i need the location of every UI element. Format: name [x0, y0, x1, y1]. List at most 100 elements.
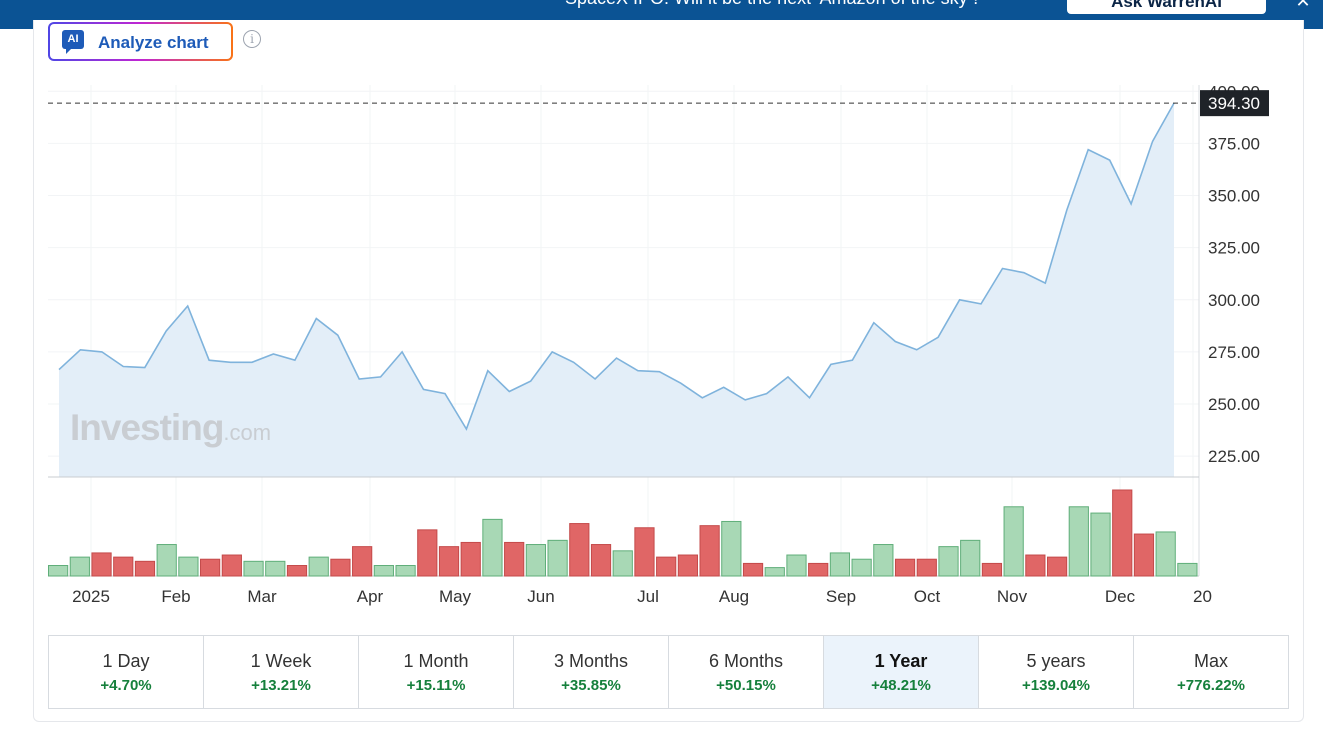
- x-tick-label: Oct: [914, 587, 941, 606]
- volume-bar: [417, 529, 438, 577]
- volume-bar: [286, 565, 308, 577]
- volume-bar: [699, 525, 720, 577]
- period-label: Max: [1193, 651, 1228, 671]
- period-tab[interactable]: 6 Months +50.15%: [669, 636, 824, 708]
- volume-bar: [981, 562, 1003, 577]
- volume-bar: [612, 550, 633, 577]
- period-tab[interactable]: Max +776.22%: [1134, 636, 1288, 708]
- period-selector: 1 Day +4.70% 1 Week +13.21% 1 Month +15.11% 3 …: [48, 635, 1289, 709]
- period-tab[interactable]: 1 Month +15.11%: [359, 636, 514, 708]
- period-tab[interactable]: 5 years +139.04%: [979, 636, 1134, 708]
- volume-bar: [395, 565, 416, 577]
- volume-bar: [851, 558, 872, 577]
- volume-bar: [786, 554, 807, 577]
- close-icon[interactable]: ✕: [1295, 0, 1311, 11]
- volume-bar: [656, 556, 677, 577]
- period-change: +13.21%: [251, 677, 311, 694]
- volume-bar: [504, 541, 525, 577]
- info-icon[interactable]: i: [243, 30, 261, 48]
- analyze-chart-label: Analyze chart: [98, 33, 209, 52]
- volume-bar: [373, 565, 394, 577]
- x-tick-label: Nov: [997, 587, 1028, 606]
- volume-bar: [308, 556, 329, 577]
- volume-bar: [547, 539, 568, 577]
- volume-bar: [808, 562, 829, 577]
- period-change: +139.04%: [1022, 677, 1090, 694]
- volume-bar: [916, 558, 937, 577]
- x-tick-label: Jun: [527, 587, 554, 606]
- volume-bar: [938, 546, 959, 577]
- logo-domain: .com: [223, 420, 272, 445]
- volume-bar: [69, 556, 90, 577]
- y-tick-label: 275.00: [1208, 343, 1260, 362]
- x-tick-label: Feb: [161, 587, 190, 606]
- period-tab[interactable]: 1 Week +13.21%: [204, 636, 359, 708]
- x-tick-label: Mar: [247, 587, 277, 606]
- y-tick-label: 325.00: [1208, 239, 1260, 258]
- volume-bar: [113, 556, 134, 577]
- period-label: 1 Month: [403, 651, 469, 671]
- period-change: +776.22%: [1177, 677, 1245, 694]
- analyze-chart-button[interactable]: AI Analyze chart: [48, 22, 233, 61]
- ai-chat-icon: AI: [62, 30, 84, 54]
- period-label: 1 Day: [102, 651, 150, 671]
- period-label: 6 Months: [708, 651, 784, 671]
- last-price-badge: [1200, 90, 1269, 117]
- volume-bar: [1112, 489, 1133, 577]
- period-label: 5 years: [1026, 651, 1086, 671]
- period-label: 3 Months: [553, 651, 629, 671]
- price-area: [59, 103, 1174, 477]
- y-tick-label: 375.00: [1208, 134, 1260, 153]
- x-tick-label: Sep: [826, 587, 856, 606]
- volume-bar: [1003, 506, 1024, 577]
- volume-bar: [438, 546, 460, 577]
- y-tick-label: 225.00: [1208, 447, 1260, 466]
- volume-bar: [156, 544, 177, 577]
- last-price-label: 394.30: [1208, 94, 1260, 113]
- ask-warrenai-button[interactable]: Ask WarrenAI: [1067, 0, 1266, 14]
- volume-bar: [178, 556, 199, 577]
- y-tick-label: 350.00: [1208, 187, 1260, 206]
- volume-bar: [352, 546, 373, 577]
- period-tab[interactable]: 3 Months +35.85%: [514, 636, 669, 708]
- x-tick-label: 20: [1193, 587, 1212, 606]
- banner-text: SpaceX IPO: Will it be the next 'Amazon …: [565, 0, 981, 9]
- volume-bar: [243, 560, 264, 577]
- price-chart[interactable]: 225.00 250.00 275.00 300.00 325.00 350.00 375.…: [0, 0, 1323, 630]
- period-change: +48.21%: [871, 677, 931, 694]
- x-tick-label: Apr: [357, 587, 384, 606]
- period-tab[interactable]: 1 Day +4.70%: [49, 636, 204, 708]
- x-tick-label: 2025: [72, 587, 110, 606]
- volume-bar: [1090, 512, 1111, 577]
- volume-bar: [829, 552, 851, 577]
- volume-bar: [221, 554, 242, 577]
- volume-bar: [569, 523, 590, 577]
- volume-bar: [590, 544, 612, 577]
- volume-bar: [742, 562, 764, 577]
- x-tick-label: May: [439, 587, 472, 606]
- period-change: +15.11%: [406, 677, 466, 694]
- volume-bar: [48, 565, 69, 577]
- volume-bar: [134, 560, 156, 577]
- volume-bar: [200, 558, 221, 577]
- period-change: +4.70%: [100, 677, 152, 694]
- period-change: +50.15%: [716, 677, 776, 694]
- volume-bar: [1046, 556, 1068, 577]
- x-tick-label: Dec: [1105, 587, 1136, 606]
- volume-bar: [1133, 533, 1155, 577]
- volume-bar: [894, 558, 916, 577]
- x-tick-label: Jul: [637, 587, 659, 606]
- volume-bar: [1025, 554, 1046, 577]
- volume-bar: [873, 544, 894, 577]
- volume-bar: [91, 552, 112, 577]
- volume-bar: [330, 558, 351, 577]
- volume-bar: [265, 560, 286, 577]
- y-tick-label: 300.00: [1208, 291, 1260, 310]
- investing-logo: Investing.com: [70, 407, 271, 449]
- x-tick-label: Aug: [719, 587, 749, 606]
- volume-bar: [634, 527, 655, 577]
- price-line: [58, 102, 1175, 431]
- period-tab[interactable]: 1 Year +48.21%: [824, 636, 979, 708]
- volume-bar: [721, 520, 742, 577]
- volume-bar: [764, 567, 785, 577]
